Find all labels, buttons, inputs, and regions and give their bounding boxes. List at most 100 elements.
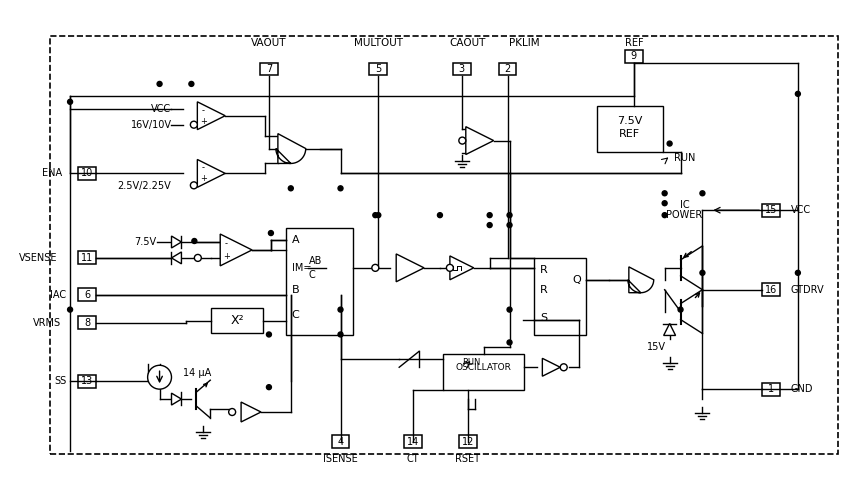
Text: CT: CT: [407, 454, 420, 464]
Circle shape: [194, 255, 201, 261]
Circle shape: [338, 332, 343, 337]
Polygon shape: [241, 402, 261, 422]
Bar: [597, 106, 663, 152]
Text: 2.5V/2.25V: 2.5V/2.25V: [118, 181, 171, 191]
Circle shape: [700, 191, 705, 196]
Circle shape: [459, 137, 466, 144]
Text: -: -: [224, 239, 228, 248]
Circle shape: [507, 213, 512, 218]
Circle shape: [507, 340, 512, 345]
Text: R: R: [540, 265, 548, 275]
Circle shape: [190, 121, 197, 128]
Text: 16: 16: [765, 284, 777, 295]
Text: 13: 13: [81, 376, 93, 386]
Text: +: +: [200, 117, 206, 126]
Bar: [212, 308, 263, 333]
Circle shape: [190, 182, 197, 189]
Bar: [762, 383, 780, 396]
Circle shape: [229, 409, 236, 415]
Circle shape: [268, 230, 273, 236]
Text: 5: 5: [375, 64, 382, 74]
Circle shape: [487, 213, 492, 218]
Text: 12: 12: [462, 437, 474, 447]
Text: RUN: RUN: [673, 154, 695, 163]
Text: POWER: POWER: [666, 210, 703, 220]
Text: 14: 14: [407, 437, 419, 447]
Text: PKLIM: PKLIM: [509, 38, 540, 48]
Text: 9: 9: [630, 51, 637, 61]
Text: +: +: [223, 252, 230, 261]
Text: 1: 1: [768, 384, 774, 394]
Circle shape: [68, 307, 72, 312]
Text: RSET: RSET: [455, 454, 480, 464]
Text: 3: 3: [458, 64, 465, 74]
Polygon shape: [171, 393, 181, 405]
Text: IC: IC: [679, 200, 690, 210]
Text: 8: 8: [84, 317, 90, 327]
Polygon shape: [276, 134, 305, 163]
Circle shape: [662, 213, 667, 218]
Text: B: B: [292, 284, 299, 295]
Text: VRMS: VRMS: [33, 317, 61, 327]
Circle shape: [667, 141, 673, 146]
Circle shape: [438, 213, 442, 218]
Text: IAC: IAC: [50, 290, 66, 299]
Circle shape: [700, 270, 705, 275]
Bar: [534, 258, 587, 336]
Text: REF: REF: [624, 38, 643, 48]
Text: 14 μA: 14 μA: [183, 368, 212, 378]
Bar: [762, 204, 780, 217]
Bar: [260, 62, 278, 75]
Polygon shape: [543, 358, 560, 376]
Circle shape: [189, 82, 194, 86]
Bar: [78, 375, 96, 388]
Circle shape: [796, 270, 801, 275]
Text: X²: X²: [230, 314, 244, 327]
Polygon shape: [197, 159, 225, 187]
Circle shape: [507, 307, 512, 312]
Text: R: R: [540, 284, 548, 295]
Polygon shape: [171, 236, 181, 248]
Text: -: -: [202, 163, 205, 172]
Text: VCC: VCC: [151, 104, 171, 114]
Text: REF: REF: [619, 128, 641, 139]
Polygon shape: [664, 324, 676, 336]
Text: RUN: RUN: [462, 358, 480, 367]
Circle shape: [157, 82, 162, 86]
Polygon shape: [396, 254, 424, 282]
Text: 7.5V: 7.5V: [617, 116, 642, 126]
Polygon shape: [628, 267, 654, 293]
Text: S: S: [540, 313, 548, 323]
Text: 10: 10: [81, 169, 93, 178]
Text: 15V: 15V: [647, 342, 666, 353]
Circle shape: [267, 384, 272, 390]
Text: 2: 2: [505, 64, 511, 74]
Text: 7: 7: [266, 64, 272, 74]
Text: 4: 4: [337, 437, 344, 447]
Bar: [50, 36, 838, 454]
Bar: [78, 252, 96, 264]
Bar: [625, 50, 642, 62]
Circle shape: [662, 191, 667, 196]
Bar: [78, 167, 96, 180]
Text: SS: SS: [55, 376, 67, 386]
Text: CAOUT: CAOUT: [450, 38, 486, 48]
Polygon shape: [171, 252, 181, 264]
Text: ISENSE: ISENSE: [323, 454, 358, 464]
Bar: [453, 62, 470, 75]
Text: -: -: [202, 106, 205, 114]
Text: VSENSE: VSENSE: [19, 253, 57, 263]
Circle shape: [372, 264, 378, 271]
Circle shape: [288, 186, 293, 191]
Polygon shape: [466, 127, 494, 155]
Text: +: +: [200, 174, 206, 184]
Circle shape: [678, 307, 683, 312]
Text: VAOUT: VAOUT: [251, 38, 286, 48]
Circle shape: [376, 213, 381, 218]
Bar: [369, 62, 387, 75]
Bar: [499, 62, 517, 75]
Text: 6: 6: [84, 290, 90, 299]
Text: AB: AB: [309, 256, 322, 266]
Circle shape: [560, 364, 568, 371]
Text: 15: 15: [765, 205, 777, 215]
